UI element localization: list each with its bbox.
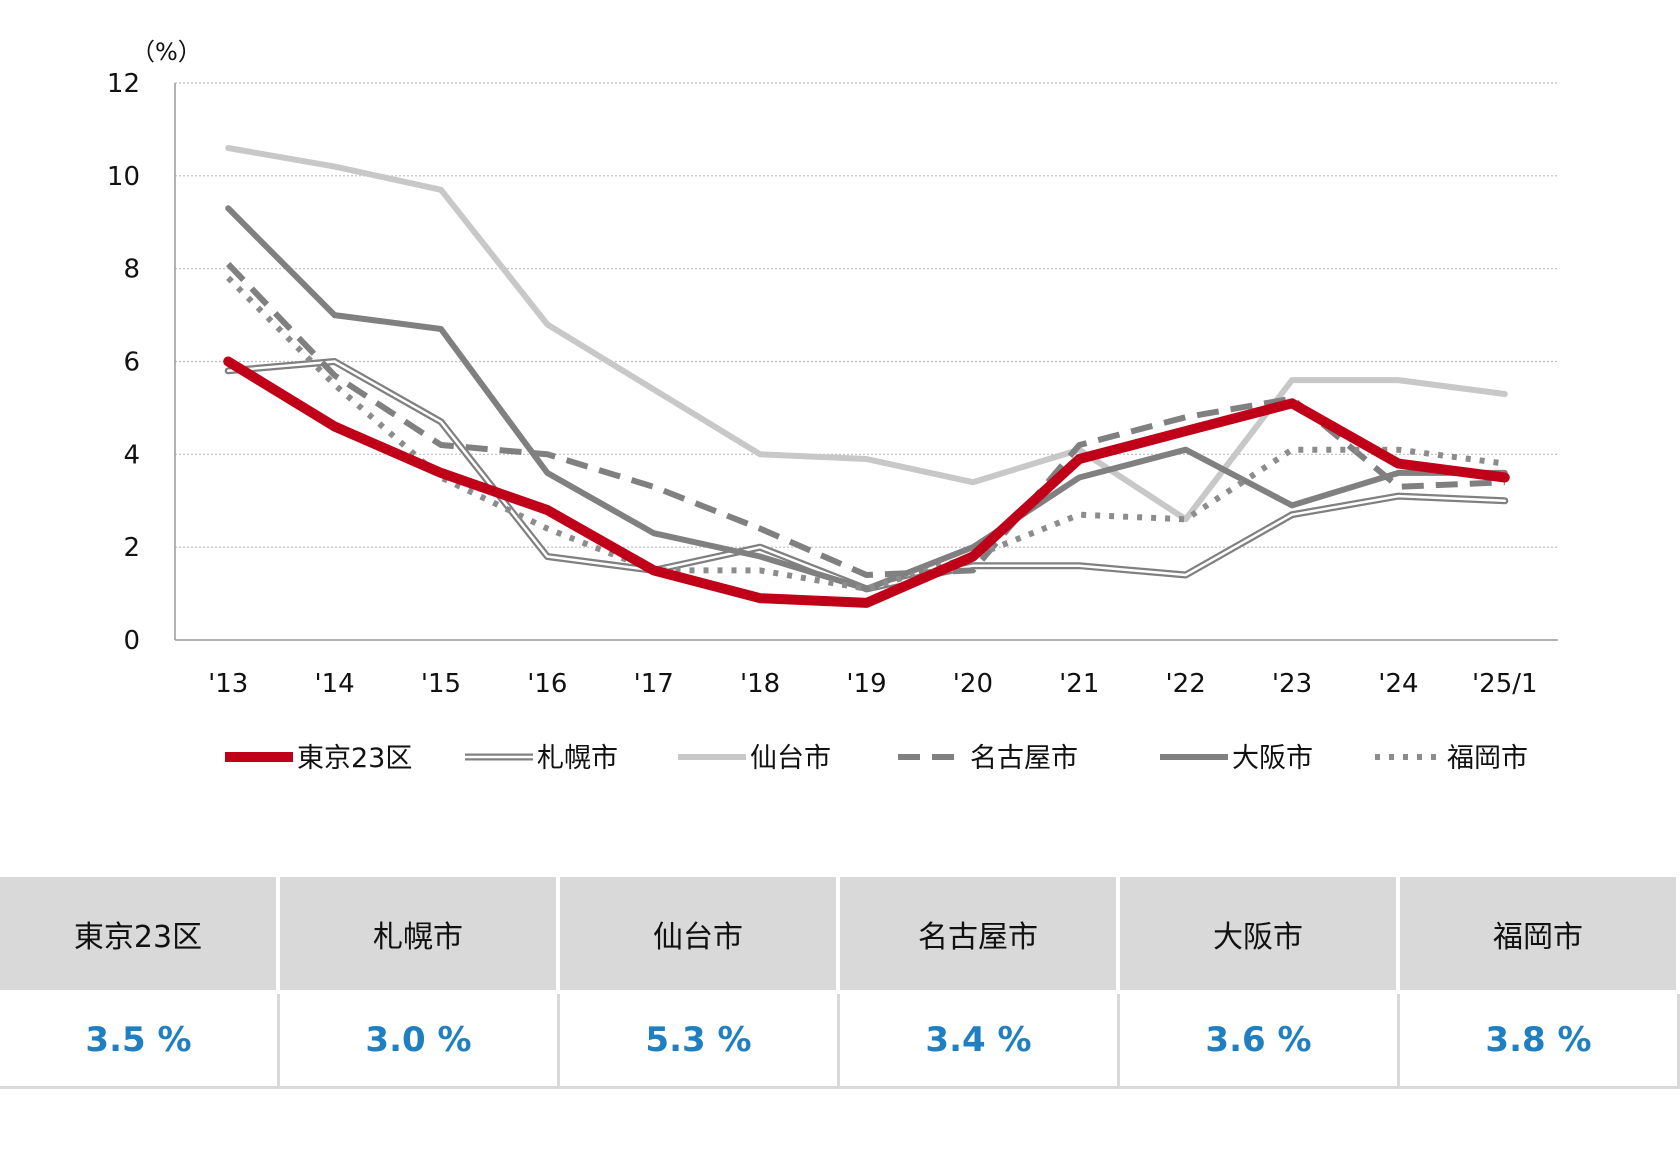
legend-label: 東京23区 bbox=[297, 743, 412, 774]
summary-value-cell: 3.0 % bbox=[280, 994, 560, 1089]
x-tick-labels: '13 '14 '15 '16 '17 '18 '19 '20 '21 '22 '23 '24 '25/… bbox=[208, 669, 1538, 699]
x-tick-label: '16 bbox=[527, 669, 567, 699]
summary-table: 東京23区 札幌市 仙台市 名古屋市 大阪市 福岡市 3.5 % 3.0 % 5… bbox=[0, 877, 1680, 1089]
x-tick-label: '22 bbox=[1166, 669, 1206, 699]
axes bbox=[174, 83, 1558, 641]
summary-value-cell: 3.5 % bbox=[0, 994, 280, 1089]
series-line-仙台市 bbox=[225, 145, 1508, 523]
y-tick-labels: 0 2 4 6 8 10 12 bbox=[107, 69, 140, 656]
x-tick-label: '20 bbox=[953, 669, 993, 699]
y-tick-label: 8 bbox=[123, 255, 140, 285]
y-tick-label: 0 bbox=[123, 626, 140, 656]
summary-value-cell: 3.4 % bbox=[840, 994, 1120, 1089]
series-line-大阪市 bbox=[225, 205, 1508, 592]
legend: 東京23区 札幌市 仙台市 名古屋市 大阪市 福岡市 bbox=[225, 743, 1528, 774]
y-tick-label: 4 bbox=[123, 440, 140, 470]
x-tick-label: '25/1 bbox=[1472, 669, 1538, 699]
summary-header-cell: 札幌市 bbox=[280, 877, 560, 994]
summary-header-cell: 仙台市 bbox=[560, 877, 840, 994]
gridlines bbox=[175, 82, 1558, 548]
series-line-名古屋市 bbox=[226, 261, 1505, 578]
summary-value-row: 3.5 % 3.0 % 5.3 % 3.4 % 3.6 % 3.8 % bbox=[0, 994, 1680, 1089]
y-tick-label: 10 bbox=[107, 162, 140, 192]
y-axis-unit-label: （%） bbox=[131, 38, 202, 66]
summary-value-cell: 3.6 % bbox=[1120, 994, 1400, 1089]
legend-label: 大阪市 bbox=[1232, 743, 1313, 774]
summary-header-cell: 東京23区 bbox=[0, 877, 280, 994]
summary-header-cell: 福岡市 bbox=[1400, 877, 1680, 994]
y-tick-label: 12 bbox=[107, 69, 140, 99]
x-tick-label: '13 bbox=[208, 669, 248, 699]
summary-value-cell: 3.8 % bbox=[1400, 994, 1680, 1089]
x-tick-label: '24 bbox=[1378, 669, 1418, 699]
x-tick-label: '23 bbox=[1272, 669, 1312, 699]
legend-label: 札幌市 bbox=[537, 743, 618, 774]
legend-label: 福岡市 bbox=[1447, 743, 1528, 774]
legend-label: 仙台市 bbox=[750, 743, 831, 774]
x-tick-label: '14 bbox=[314, 669, 354, 699]
x-tick-label: '18 bbox=[740, 669, 780, 699]
summary-value-cell: 5.3 % bbox=[560, 994, 840, 1089]
series-lines bbox=[223, 145, 1510, 608]
x-tick-label: '15 bbox=[421, 669, 461, 699]
series-line-札幌市 bbox=[224, 358, 1509, 593]
legend-label: 名古屋市 bbox=[970, 743, 1078, 774]
line-chart: 0 2 4 6 8 10 12 '13 '14 '15 '16 '17 '18 '19 '20 '21 '22… bbox=[107, 38, 1558, 774]
x-tick-label: '19 bbox=[846, 669, 886, 699]
x-tick-label: '17 bbox=[634, 669, 674, 699]
series-line-東京23区 bbox=[223, 356, 1510, 608]
y-tick-label: 6 bbox=[123, 348, 140, 378]
summary-header-cell: 大阪市 bbox=[1120, 877, 1400, 994]
x-tick-label: '21 bbox=[1059, 669, 1099, 699]
series-line-札幌市-inner bbox=[226, 360, 1507, 591]
summary-header-row: 東京23区 札幌市 仙台市 名古屋市 大阪市 福岡市 bbox=[0, 877, 1680, 994]
summary-header-cell: 名古屋市 bbox=[840, 877, 1120, 994]
y-tick-label: 2 bbox=[123, 533, 140, 563]
